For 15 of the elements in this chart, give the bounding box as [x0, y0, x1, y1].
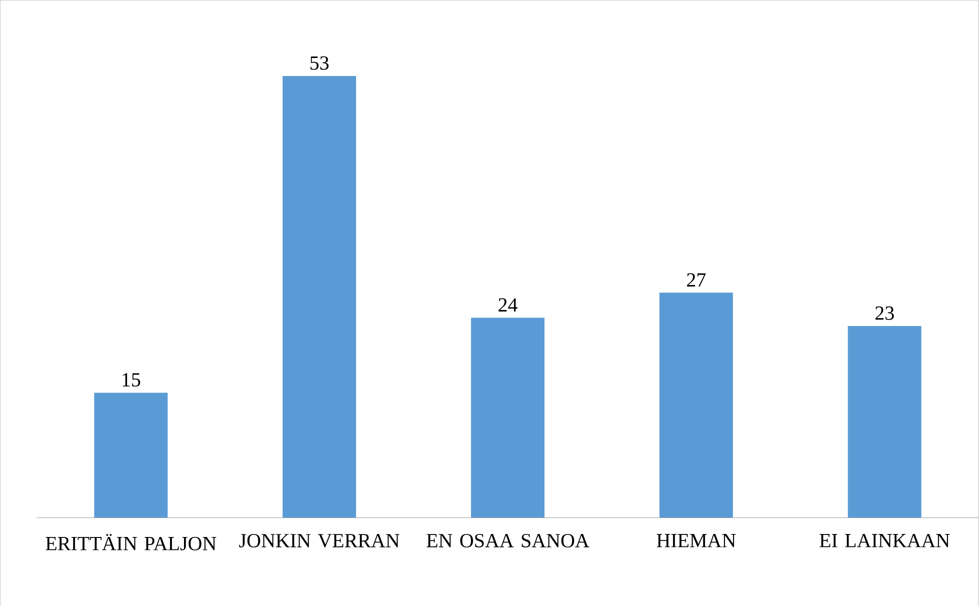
bar	[659, 292, 733, 518]
data-label: 23	[875, 306, 894, 320]
x-tick-label: EI LAINKAAN	[820, 534, 950, 547]
data-label: 27	[687, 273, 706, 286]
bar	[94, 392, 168, 518]
x-tick-label: ERITTÄIN PALJON	[46, 534, 216, 550]
data-label: 15	[122, 372, 140, 386]
data-label: 24	[498, 298, 518, 312]
x-tick-label: HIEMAN	[656, 534, 736, 547]
x-tick-label: JONKIN VERRAN	[239, 534, 400, 548]
bar	[848, 326, 922, 518]
bar	[471, 317, 544, 518]
bar	[282, 76, 356, 518]
x-tick-label: EN OSAA SANOA	[426, 534, 590, 548]
data-label: 53	[310, 56, 329, 70]
